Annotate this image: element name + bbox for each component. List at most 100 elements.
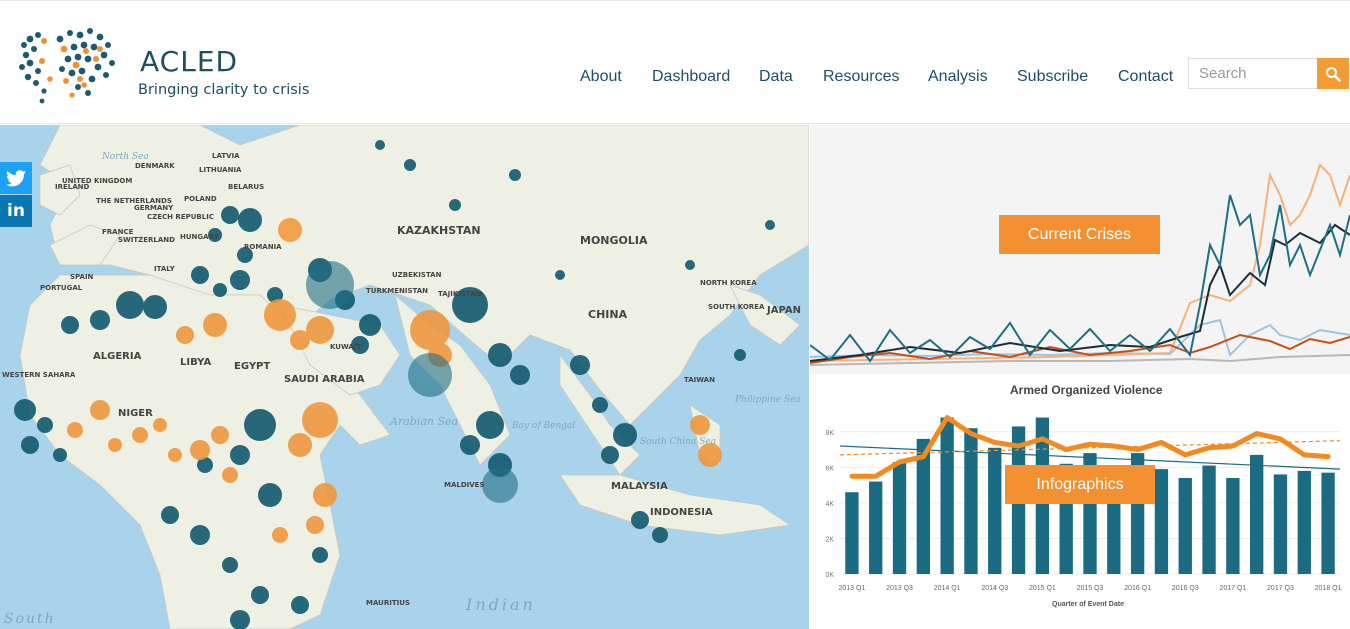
y-tick-label: 4K bbox=[825, 501, 834, 508]
map-label-tajikistan: TAJIKISTAN bbox=[438, 290, 482, 298]
nav-item-dashboard[interactable]: Dashboard bbox=[652, 68, 731, 85]
x-tick-label: 2016 Q1 bbox=[1124, 585, 1151, 592]
x-tick-label: 2017 Q1 bbox=[1219, 585, 1246, 592]
map-label-south-atlantic: South bbox=[4, 611, 56, 627]
map-label-malaysia: MALAYSIA bbox=[611, 481, 668, 492]
chart-bar bbox=[1226, 478, 1240, 574]
map-label-niger: NIGER bbox=[118, 408, 153, 419]
crises-trend-chart bbox=[810, 163, 1350, 366]
current-crises-button[interactable]: Current Crises bbox=[999, 215, 1160, 254]
x-tick-label: 2015 Q3 bbox=[1077, 585, 1104, 592]
map-label-north-sea: North Sea bbox=[102, 152, 149, 162]
x-tick-label: 2016 Q3 bbox=[1172, 585, 1199, 592]
y-tick-label: 2K bbox=[825, 536, 834, 543]
nav-item-analysis[interactable]: Analysis bbox=[928, 68, 988, 85]
map-label-czech-republic: CZECH REPUBLIC bbox=[147, 213, 214, 221]
map-label-ireland: IRELAND bbox=[55, 183, 90, 191]
nav-item-subscribe[interactable]: Subscribe bbox=[1017, 68, 1089, 85]
map-label-switzerland: SWITZERLAND bbox=[118, 236, 175, 244]
brand-tagline: Bringing clarity to crisis bbox=[138, 82, 310, 98]
map-label-romania: ROMANIA bbox=[244, 243, 282, 251]
chart-bar bbox=[1297, 470, 1311, 574]
chart-bar bbox=[916, 438, 930, 574]
x-tick-label: 2013 Q1 bbox=[838, 585, 865, 592]
map-label-mauritius: MAURITIUS bbox=[366, 599, 410, 607]
map-label-china: CHINA bbox=[588, 308, 628, 321]
conflict-event-map[interactable]: KAZAKHSTAN MONGOLIA CHINA NORTH KOREA SO… bbox=[0, 125, 809, 629]
map-label-saudi-arabia: SAUDI ARABIA bbox=[284, 374, 365, 385]
linkedin-icon: in bbox=[7, 201, 25, 221]
chart-bar bbox=[1273, 474, 1288, 574]
map-label-arabian-sea: Arabian Sea bbox=[390, 415, 459, 428]
map-label-netherlands: THE NETHERLANDS bbox=[96, 197, 172, 205]
chart-bar bbox=[940, 417, 954, 574]
x-tick-label: 2017 Q3 bbox=[1267, 585, 1294, 592]
map-label-portugal: PORTUGAL bbox=[40, 284, 83, 292]
map-label-uzbekistan: UZBEKISTAN bbox=[392, 271, 442, 279]
map-label-turkmenistan: TURKMENISTAN bbox=[366, 287, 429, 295]
site-header: ACLED Bringing clarity to crisis About D… bbox=[0, 0, 1350, 124]
search-button[interactable] bbox=[1317, 58, 1349, 89]
map-label-belarus: BELARUS bbox=[228, 183, 265, 191]
y-tick-label: 8K bbox=[825, 430, 834, 437]
map-label-germany: GERMANY bbox=[134, 204, 174, 212]
map-label-japan: JAPAN bbox=[767, 305, 801, 316]
map-label-western-sahara: WESTERN SAHARA bbox=[2, 371, 76, 379]
chart-bar bbox=[1178, 478, 1192, 574]
map-label-algeria: ALGERIA bbox=[93, 351, 142, 362]
acled-globe-logo[interactable] bbox=[14, 23, 122, 111]
x-tick-label: 2015 Q1 bbox=[1029, 585, 1056, 592]
nav-item-about[interactable]: About bbox=[580, 68, 622, 85]
map-label-philippine-sea: Philippine Sea bbox=[735, 395, 801, 405]
chart-bar bbox=[1250, 454, 1264, 574]
chart-title: Armed Organized Violence bbox=[1010, 383, 1163, 397]
twitter-icon bbox=[6, 169, 26, 186]
search-input[interactable] bbox=[1188, 58, 1318, 89]
y-tick-label: 6K bbox=[825, 465, 834, 472]
map-label-poland: POLAND bbox=[184, 195, 217, 203]
y-tick-label: 0K bbox=[825, 572, 834, 579]
map-label-libya: LIBYA bbox=[180, 357, 212, 368]
nav-item-resources[interactable]: Resources bbox=[823, 68, 900, 85]
chart-bar bbox=[1321, 472, 1335, 574]
map-label-hungary: HUNGARY bbox=[180, 233, 219, 241]
x-axis-label: Quarter of Event Date bbox=[1052, 601, 1124, 608]
map-label-mongolia: MONGOLIA bbox=[580, 234, 648, 247]
map-label-lithuania: LITHUANIA bbox=[199, 166, 242, 174]
x-tick-label: 2013 Q3 bbox=[886, 585, 913, 592]
map-label-egypt: EGYPT bbox=[234, 361, 271, 372]
x-tick-label: 2018 Q1 bbox=[1315, 585, 1342, 592]
search-icon bbox=[1326, 66, 1341, 82]
twitter-share-button[interactable] bbox=[0, 162, 32, 194]
brand-name[interactable]: ACLED bbox=[140, 45, 239, 78]
map-label-france: FRANCE bbox=[102, 228, 134, 236]
map-label-indonesia: INDONESIA bbox=[650, 507, 713, 518]
trend-line bbox=[839, 440, 1341, 456]
map-label-united-kingdom: UNITED KINGDOM bbox=[62, 177, 133, 185]
chart-bar bbox=[1154, 469, 1169, 574]
nav-item-contact[interactable]: Contact bbox=[1118, 68, 1174, 85]
map-label-taiwan: TAIWAN bbox=[684, 376, 715, 384]
map-label-bay-of-bengal: Bay of Bengal bbox=[512, 421, 576, 431]
infographics-button[interactable]: Infographics bbox=[1005, 465, 1155, 504]
chart-bar bbox=[988, 447, 1002, 574]
chart-bar bbox=[964, 428, 978, 574]
nav-item-data[interactable]: Data bbox=[759, 68, 793, 85]
chart-bar bbox=[869, 481, 883, 574]
map-label-spain: SPAIN bbox=[70, 273, 94, 281]
chart-bar bbox=[892, 462, 907, 574]
map-label-latvia: LATVIA bbox=[212, 152, 240, 160]
map-canvas bbox=[14, 125, 809, 629]
map-label-south-korea: SOUTH KOREA bbox=[708, 303, 765, 311]
map-label-south-china-sea: South China Sea bbox=[640, 437, 717, 447]
chart-bar bbox=[845, 492, 859, 574]
map-label-italy: ITALY bbox=[154, 265, 175, 273]
map-label-indian-ocean: Indian bbox=[466, 595, 536, 614]
map-label-kuwait: KUWAIT bbox=[330, 343, 362, 351]
trend-line bbox=[839, 445, 1341, 470]
map-label-north-korea: NORTH KOREA bbox=[700, 279, 757, 287]
map-label-maldives: MALDIVES bbox=[444, 481, 485, 489]
map-label-kazakhstan: KAZAKHSTAN bbox=[397, 224, 481, 237]
linkedin-share-button[interactable]: in bbox=[0, 195, 32, 227]
x-tick-label: 2014 Q1 bbox=[934, 585, 961, 592]
